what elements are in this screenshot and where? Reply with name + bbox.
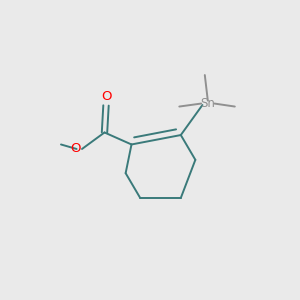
Text: O: O: [101, 90, 111, 103]
Text: O: O: [70, 142, 80, 155]
Text: Sn: Sn: [200, 97, 215, 110]
